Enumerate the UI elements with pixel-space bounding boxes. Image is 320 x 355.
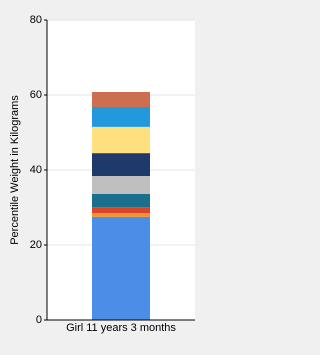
- x-tick-label: Girl 11 years 3 months: [66, 322, 176, 334]
- bar-segment: [92, 107, 150, 127]
- bar-segment: [92, 194, 150, 208]
- bar-segment: [92, 213, 150, 217]
- y-tick-label: 60: [30, 89, 42, 101]
- y-tick-label: 40: [30, 164, 42, 176]
- bar-segment: [92, 126, 150, 154]
- bar-segment: [92, 207, 150, 214]
- bar-segment: [92, 92, 150, 107]
- chart: Percentile Weight in Kilograms 0 20 40 60 80…: [9, 14, 195, 334]
- y-tick-label: 80: [30, 14, 42, 26]
- y-tick-label: 20: [30, 239, 42, 251]
- bar-segment: [92, 176, 150, 194]
- bar-segment: [92, 216, 150, 320]
- y-axis-label: Percentile Weight in Kilograms: [9, 95, 21, 245]
- bar-segment: [92, 153, 150, 176]
- y-tick-label: 0: [36, 314, 42, 326]
